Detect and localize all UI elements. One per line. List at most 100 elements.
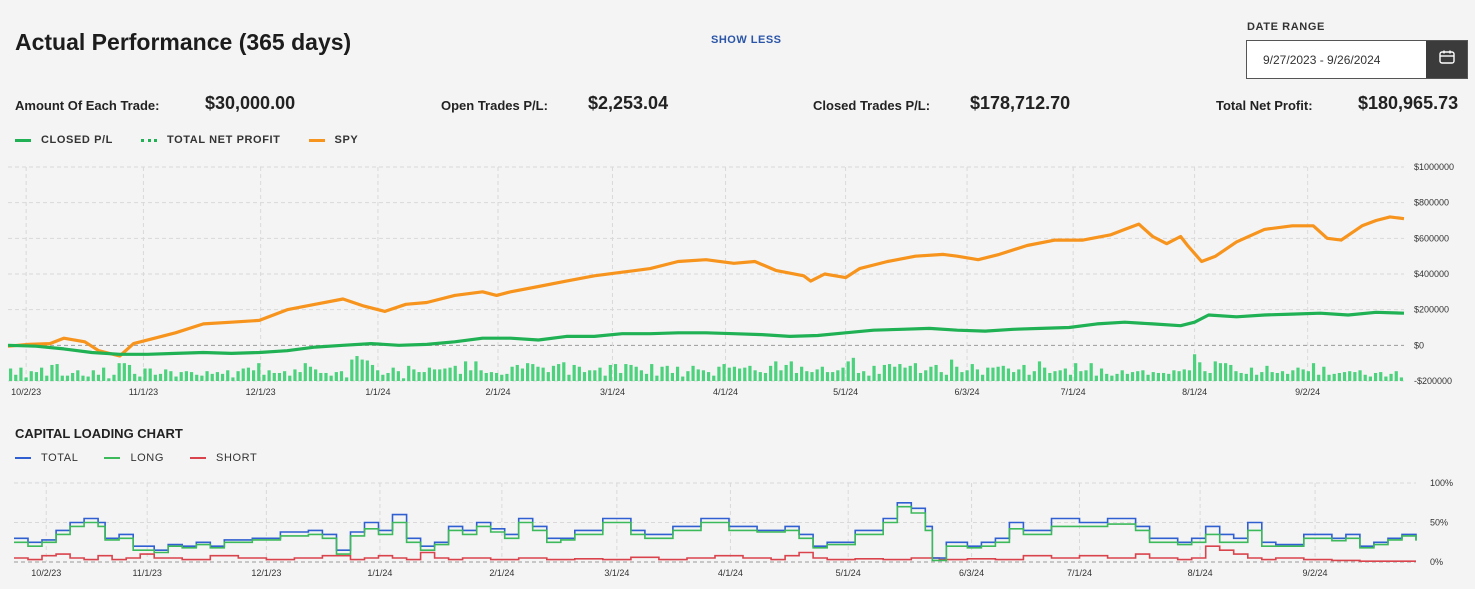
pl-bar <box>417 372 421 381</box>
pl-bar <box>432 369 437 381</box>
pl-bar <box>1048 372 1052 381</box>
pl-bar <box>401 378 406 381</box>
pl-bar <box>774 361 778 381</box>
y-tick-label: 50% <box>1430 518 1448 528</box>
pl-bar <box>1058 370 1062 381</box>
spy-line <box>7 215 1405 358</box>
pl-bar <box>732 366 737 381</box>
pl-bar <box>717 366 721 381</box>
pl-bar <box>370 364 375 381</box>
date-range-input[interactable] <box>1247 41 1427 78</box>
pl-bar <box>14 374 18 381</box>
y-tick-label: $1000000 <box>1414 162 1454 172</box>
pl-bar <box>608 364 612 381</box>
legend-short[interactable]: SHORT <box>190 452 257 464</box>
long-line <box>14 505 1417 562</box>
pl-bar <box>1260 372 1264 381</box>
pl-bar <box>489 372 494 381</box>
pl-bar <box>629 364 633 381</box>
pl-bar <box>763 372 768 381</box>
stat-value: $2,253.04 <box>588 93 669 113</box>
pl-bar <box>329 375 333 381</box>
legend-closed-pl[interactable]: CLOSED P/L <box>15 134 113 146</box>
y-tick-label: 100% <box>1430 478 1453 488</box>
pl-bar <box>1379 372 1383 381</box>
pl-bar <box>1037 361 1042 381</box>
pl-bar <box>257 363 261 381</box>
pl-bar <box>603 375 607 381</box>
pl-bar <box>1332 373 1336 381</box>
pl-bar <box>65 375 70 381</box>
pl-bar <box>319 372 323 381</box>
closed-pl-line <box>7 310 1405 356</box>
pl-bar <box>970 364 974 381</box>
pl-bar <box>546 372 550 381</box>
pl-bar <box>1384 376 1388 381</box>
pl-bar <box>541 367 545 381</box>
legend-label: SPY <box>334 134 359 146</box>
pl-bar <box>758 372 762 381</box>
pl-bar <box>1249 367 1254 381</box>
pl-bar <box>298 372 302 381</box>
pl-bar <box>696 369 700 381</box>
stat-label: Open Trades P/L: <box>441 98 548 113</box>
pl-bar <box>29 371 33 381</box>
pl-bar <box>1301 369 1305 381</box>
pl-bar <box>1368 376 1372 381</box>
pl-bar <box>102 367 106 381</box>
calendar-button[interactable] <box>1426 41 1467 78</box>
pl-bar <box>407 365 411 381</box>
pl-bar <box>908 365 912 381</box>
legend-spy[interactable]: SPY <box>308 134 359 146</box>
pl-bar <box>551 365 556 381</box>
pl-bar <box>484 372 488 381</box>
pl-bar <box>1203 371 1207 381</box>
legend-total[interactable]: TOTAL <box>15 452 78 464</box>
pl-bar <box>810 372 814 381</box>
pl-bar <box>1353 372 1357 381</box>
pl-bar <box>153 374 157 381</box>
pl-bar <box>867 375 871 381</box>
x-tick-label: 8/1/24 <box>1188 568 1213 578</box>
date-range-label: DATE RANGE <box>1247 21 1325 33</box>
pl-bar <box>681 376 685 381</box>
pl-bar <box>1172 370 1176 381</box>
legend-long[interactable]: LONG <box>104 452 164 464</box>
x-tick-label: 10/2/23 <box>31 568 61 578</box>
pl-bar <box>1286 373 1290 381</box>
pl-bar <box>1280 371 1285 381</box>
show-less-link[interactable]: SHOW LESS <box>711 34 782 46</box>
pl-bar <box>887 364 892 381</box>
capital-loading-title: CAPITAL LOADING CHART <box>15 426 183 441</box>
capital-loading-chart: 100% 50% 0% 10/2/23 11/1/23 12/1/23 1/1/24 2/1/… <box>14 478 1453 578</box>
pl-bar <box>753 370 757 381</box>
pl-bar <box>1229 364 1233 381</box>
pl-bar <box>1208 372 1212 381</box>
pl-bar <box>1068 374 1073 381</box>
pl-bar <box>712 375 716 381</box>
pl-bar <box>515 364 519 381</box>
stat-label: Total Net Profit: <box>1216 98 1313 113</box>
date-range-picker <box>1246 40 1468 79</box>
pl-bar <box>1291 370 1295 381</box>
pl-bar <box>391 367 395 381</box>
stat-label: Amount Of Each Trade: <box>15 98 160 113</box>
legend-total-net-profit[interactable]: TOTAL NET PROFIT <box>141 134 281 146</box>
pl-bar <box>458 373 463 381</box>
pl-bar <box>1239 372 1243 381</box>
x-tick-label: 4/1/24 <box>718 568 743 578</box>
pl-bar <box>55 364 59 381</box>
x-tick-label: 12/1/23 <box>246 387 276 397</box>
pl-bar <box>557 364 561 381</box>
pl-bar <box>76 370 80 381</box>
pl-bar <box>1224 363 1228 381</box>
pl-bar <box>283 371 287 381</box>
x-tick-label: 12/1/23 <box>251 568 281 578</box>
pl-bar <box>939 372 943 381</box>
pl-bar <box>1027 374 1031 381</box>
pl-bar <box>655 375 659 381</box>
pl-bar <box>117 363 121 381</box>
pl-bar <box>355 356 359 381</box>
pl-bar <box>1187 370 1192 381</box>
pl-bar <box>1017 369 1021 381</box>
